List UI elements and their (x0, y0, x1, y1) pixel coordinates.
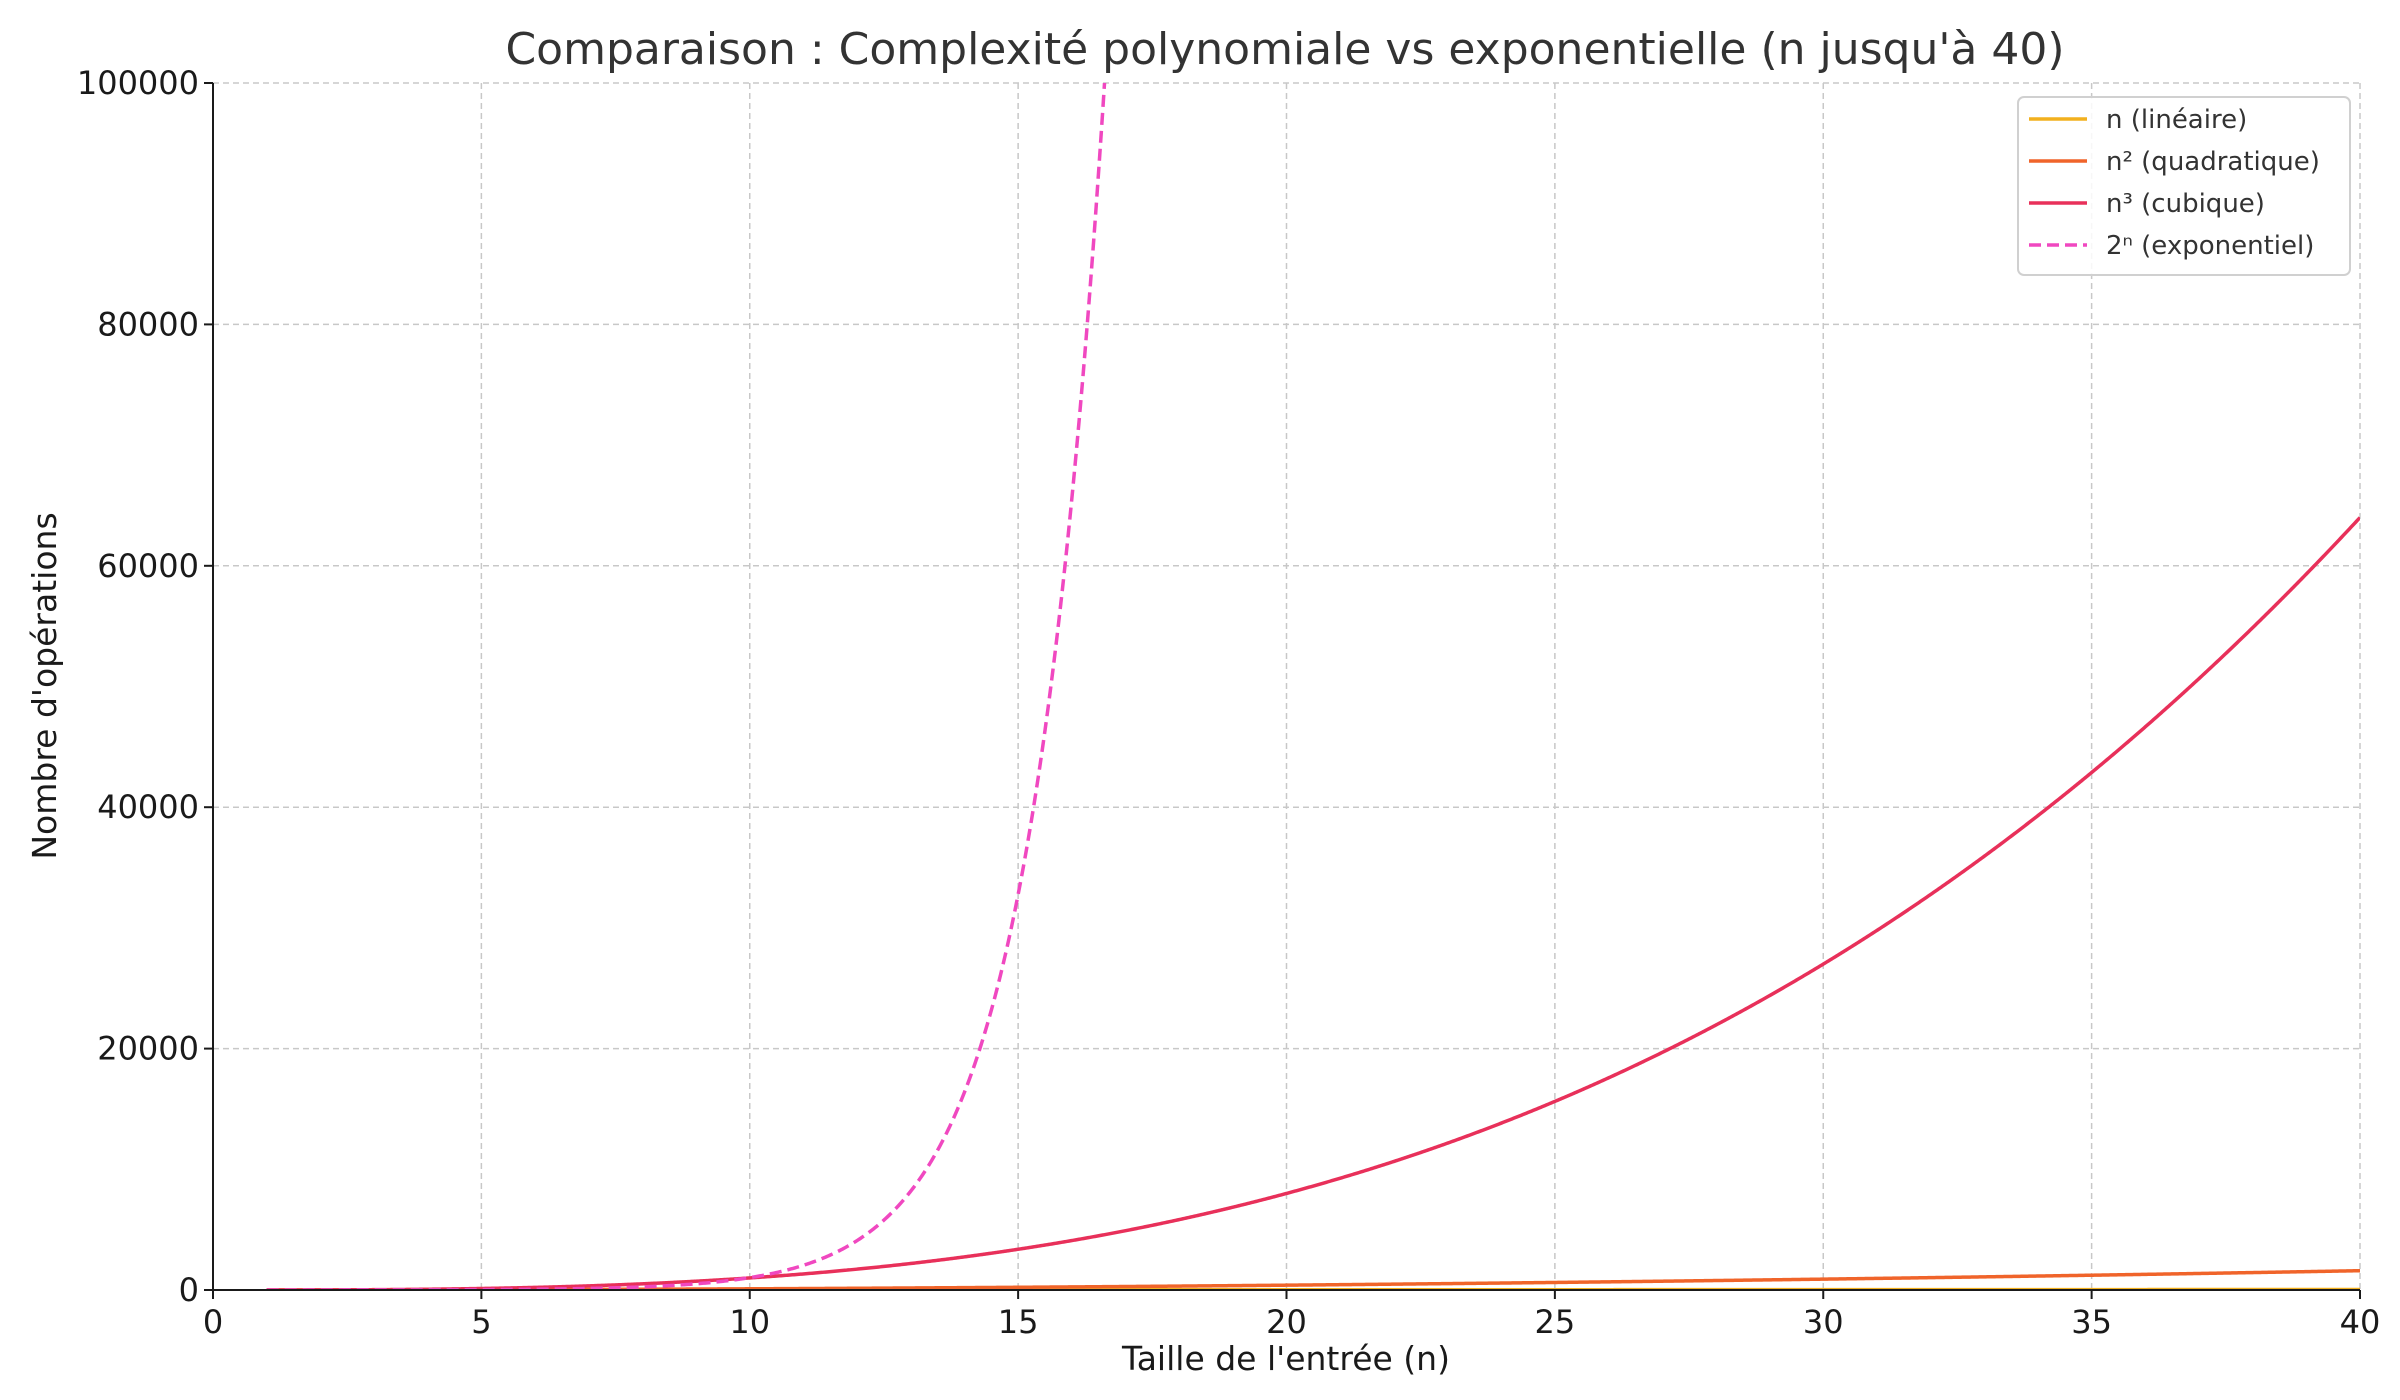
x-tick-label: 0 (203, 1303, 223, 1341)
series-line (266, 83, 1107, 1290)
x-tick-label: 35 (2071, 1303, 2112, 1341)
y-tick-label: 0 (179, 1271, 199, 1309)
axes (204, 82, 2361, 1299)
x-tick-label: 40 (2340, 1303, 2381, 1341)
x-tick-label: 20 (1266, 1303, 1307, 1341)
y-tick-label: 20000 (97, 1030, 199, 1068)
series-line (266, 516, 2360, 1290)
y-tick-label: 40000 (97, 788, 199, 826)
y-tick-labels: 0 20000 40000 60000 80000 100000 (77, 64, 199, 1309)
y-axis-label: Nombre d'opérations (25, 512, 64, 859)
legend: n (linéaire) n² (quadratique) n³ (cubique)… (2017, 96, 2351, 276)
legend-box (2017, 96, 2351, 276)
y-tick-label: 100000 (77, 64, 199, 102)
x-tick-label: 25 (1535, 1303, 1576, 1341)
y-tick-label: 60000 (97, 547, 199, 585)
x-tick-label: 30 (1803, 1303, 1844, 1341)
legend-label: n (linéaire) (2106, 105, 2247, 135)
x-tick-label: 5 (471, 1303, 491, 1341)
x-axis-label: Taille de l'entrée (n) (1121, 1339, 1450, 1378)
x-tick-label: 15 (998, 1303, 1039, 1341)
y-tick-label: 80000 (97, 305, 199, 343)
legend-label: n³ (cubique) (2106, 189, 2265, 219)
chart-title: Comparaison : Complexité polynomiale vs … (505, 24, 2064, 75)
x-tick-label: 10 (729, 1303, 770, 1341)
x-tick-labels: 0 5 10 15 20 25 30 35 40 (203, 1303, 2381, 1341)
legend-label: 2ⁿ (exponentiel) (2106, 231, 2314, 261)
legend-label: n² (quadratique) (2106, 147, 2320, 177)
